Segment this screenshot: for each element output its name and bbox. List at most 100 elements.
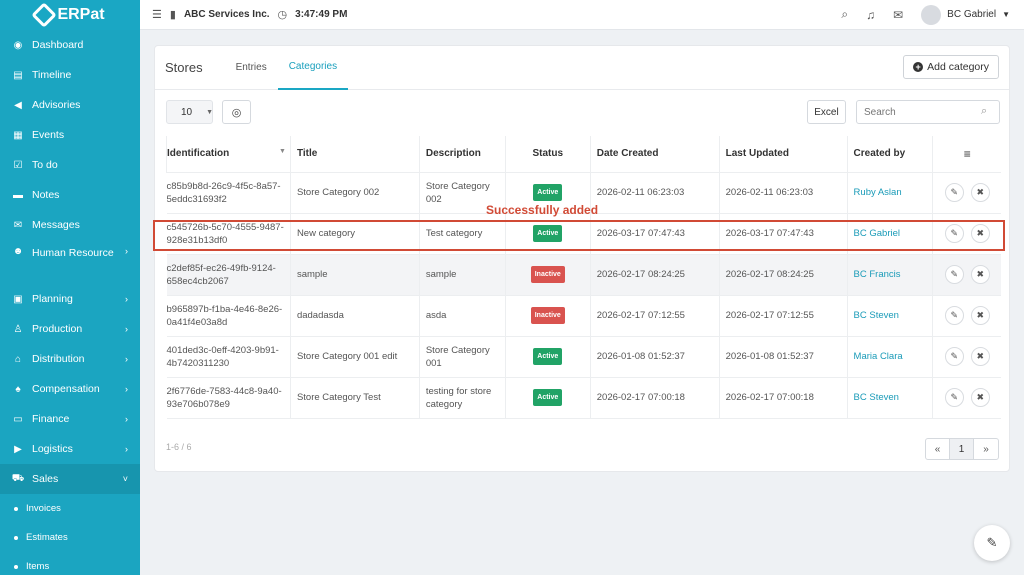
delete-button[interactable]: ✖ [970, 347, 990, 366]
search-icon[interactable]: ⌕ [981, 105, 988, 117]
bell-icon[interactable]: ♫ [866, 7, 876, 22]
sidebar-item-finance[interactable]: ▭ Finance › [0, 404, 140, 434]
cell-actions: ✎ ✖ [932, 254, 1001, 296]
creator-link[interactable]: BC Francis [853, 269, 901, 280]
excel-export-button[interactable]: Excel [807, 100, 846, 124]
sidebar-item-compensation[interactable]: ♠ Compensation › [0, 374, 140, 404]
creator-link[interactable]: Ruby Aslan [853, 187, 902, 198]
cell-created-by: BC Francis [847, 254, 934, 296]
money-icon: ▭ [13, 413, 23, 425]
pencil-icon: ✎ [950, 310, 958, 320]
chevron-down-icon: ˅ [122, 474, 128, 484]
edit-button[interactable]: ✎ [944, 265, 964, 284]
table-row: c545726b-5c70-4555-9487-928e31b13df0 New … [166, 213, 1001, 255]
delete-button[interactable]: ✖ [970, 224, 990, 243]
prev-page-button[interactable]: « [926, 439, 950, 459]
calendar-icon: ▦ [13, 129, 23, 141]
table-row: 2f6776de-7583-44c8-9a40-93e706b078e9 Stor… [166, 377, 1001, 419]
cell-description: Store Category 001 [419, 336, 506, 378]
cell-actions: ✎ ✖ [932, 377, 1001, 419]
delete-button[interactable]: ✖ [970, 265, 990, 284]
column-header-status[interactable]: Status [504, 136, 591, 173]
column-header-last-updated[interactable]: Last Updated [718, 136, 848, 173]
cell-status: Active [505, 336, 591, 378]
column-visibility-button[interactable]: ◎ [222, 100, 251, 124]
sidebar-item-distribution[interactable]: ⌂ Distribution › [0, 344, 140, 374]
edit-button[interactable]: ✎ [944, 388, 964, 407]
cell-identification: 401ded3c-0eff-4203-9b91-4b7420311230 [166, 336, 291, 378]
chat-button[interactable]: ✎ [974, 525, 1010, 561]
people-icon: ☻ [12, 246, 24, 257]
tab-entries[interactable]: Entries [235, 62, 267, 73]
creator-link[interactable]: Maria Clara [853, 351, 903, 362]
eye-slash-icon: ◎ [231, 106, 242, 119]
envelope-icon[interactable]: ✉ [893, 7, 904, 22]
chevron-right-icon: › [125, 444, 128, 454]
edit-button[interactable]: ✎ [944, 224, 964, 243]
cell-description: testing for store category [419, 377, 506, 419]
sidebar-subitem-invoices[interactable]: Invoices [0, 494, 140, 523]
column-options-header[interactable]: ≡ [932, 136, 1001, 173]
column-header-title[interactable]: Title [289, 136, 420, 173]
close-icon: ✖ [976, 351, 984, 361]
pagination: « 1 » [925, 438, 999, 460]
edit-button[interactable]: ✎ [944, 347, 964, 366]
sidebar-item-todo[interactable]: ☑ To do [0, 150, 140, 180]
creator-link[interactable]: BC Steven [853, 392, 899, 403]
tab-categories[interactable]: Categories [277, 46, 349, 90]
sidebar-item-advisories[interactable]: ◀ Advisories [0, 90, 140, 120]
edit-button[interactable]: ✎ [944, 183, 964, 202]
bank-icon: ⌂ [14, 353, 22, 365]
delete-button[interactable]: ✖ [970, 388, 990, 407]
sidebar-item-notes[interactable]: ▬ Notes [13, 189, 60, 201]
clock-time: 3:47:49 PM [295, 9, 348, 20]
sidebar-item-dashboard[interactable]: ◉ Dashboard [0, 30, 140, 60]
column-header-date-created[interactable]: Date Created [589, 136, 720, 173]
search-input[interactable] [856, 100, 1000, 124]
pencil-icon: ✎ [950, 392, 958, 402]
menu-toggle-icon[interactable]: ☰ [152, 9, 162, 21]
cell-identification: c2def85f-ec26-49fb-9124-658ec4cb2067 [166, 254, 291, 296]
add-category-button[interactable]: + Add category [903, 55, 999, 79]
cell-date-created: 2026-02-17 08:24:25 [590, 254, 720, 296]
cell-identification: c85b9b8d-26c9-4f5c-8a57-5eddc31693f2 [166, 172, 291, 214]
status-badge: Active [533, 225, 563, 242]
page-title: Stores [165, 60, 203, 75]
close-icon: ✖ [976, 310, 984, 320]
cell-identification: c545726b-5c70-4555-9487-928e31b13df0 [166, 213, 291, 255]
sidebar-item-events[interactable]: ▦ Events [0, 120, 140, 150]
user-menu[interactable]: BC Gabriel ▼ [921, 4, 1010, 25]
creator-link[interactable]: BC Steven [853, 310, 899, 321]
column-header-identification[interactable]: Identification ▼ [166, 136, 291, 173]
edit-button[interactable]: ✎ [944, 306, 964, 325]
sidebar-item-planning[interactable]: ▣ Planning › [0, 284, 140, 314]
column-header-created-by[interactable]: Created by [846, 136, 934, 173]
cell-status: Inactive [505, 295, 591, 337]
sidebar-item-messages[interactable]: ✉ Messages [0, 210, 140, 240]
column-header-description[interactable]: Description [418, 136, 506, 173]
logo[interactable]: ERPat [0, 0, 140, 30]
delete-button[interactable]: ✖ [970, 306, 990, 325]
page-1-button[interactable]: 1 [950, 439, 974, 459]
next-page-button[interactable]: » [983, 443, 989, 455]
delete-button[interactable]: ✖ [970, 183, 990, 202]
search-icon[interactable]: ⌕ [841, 7, 849, 21]
bullhorn-icon: ◀ [14, 99, 22, 111]
cell-description: Test category [419, 213, 506, 255]
checkbox-icon: ☑ [13, 159, 23, 171]
table-row: c2def85f-ec26-49fb-9124-658ec4cb2067 samp… [166, 254, 1001, 296]
sidebar-item-production[interactable]: ♙ Production › [0, 314, 140, 344]
cell-actions: ✎ ✖ [932, 213, 1001, 255]
truck-icon: ▶ [14, 443, 22, 455]
sidebar-item-human-resource[interactable]: ☻ Human Resource › [12, 246, 128, 259]
cell-status: Active [505, 377, 591, 419]
creator-link[interactable]: BC Gabriel [853, 228, 901, 239]
company-name[interactable]: ABC Services Inc. [183, 9, 270, 20]
sidebar-item-sales[interactable]: ⛟ Sales ˅ [0, 464, 140, 494]
sidebar-subitem-items[interactable]: Items [0, 552, 140, 575]
sidebar-subitem-estimates[interactable]: Estimates [0, 523, 140, 552]
status-badge: Active [533, 184, 563, 201]
page-size-select[interactable]: 10 ▼ [166, 100, 213, 124]
sidebar-item-logistics[interactable]: ▶ Logistics › [0, 434, 140, 464]
sidebar-item-timeline[interactable]: ▤ Timeline [0, 60, 140, 90]
